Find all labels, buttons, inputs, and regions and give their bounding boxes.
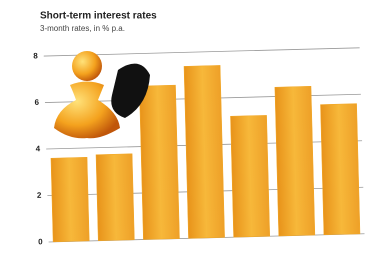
bar: [184, 65, 225, 238]
y-tick-label: 2: [37, 191, 42, 200]
pawn-figure: [54, 51, 150, 138]
bar: [51, 157, 89, 242]
chart: Short-term interest rates 3-month rates,…: [0, 0, 368, 253]
bar: [96, 154, 134, 241]
y-tick-label: 8: [33, 51, 38, 60]
bar: [275, 86, 315, 236]
y-tick-label: 0: [38, 237, 43, 246]
y-tick-label: 6: [34, 98, 39, 107]
y-tick-label: 4: [36, 144, 41, 153]
chart-title: Short-term interest rates: [40, 11, 157, 22]
bar: [139, 85, 179, 239]
bar: [320, 104, 360, 235]
bar: [230, 115, 269, 237]
chart-subtitle: 3-month rates, in % p.a.: [40, 24, 125, 33]
